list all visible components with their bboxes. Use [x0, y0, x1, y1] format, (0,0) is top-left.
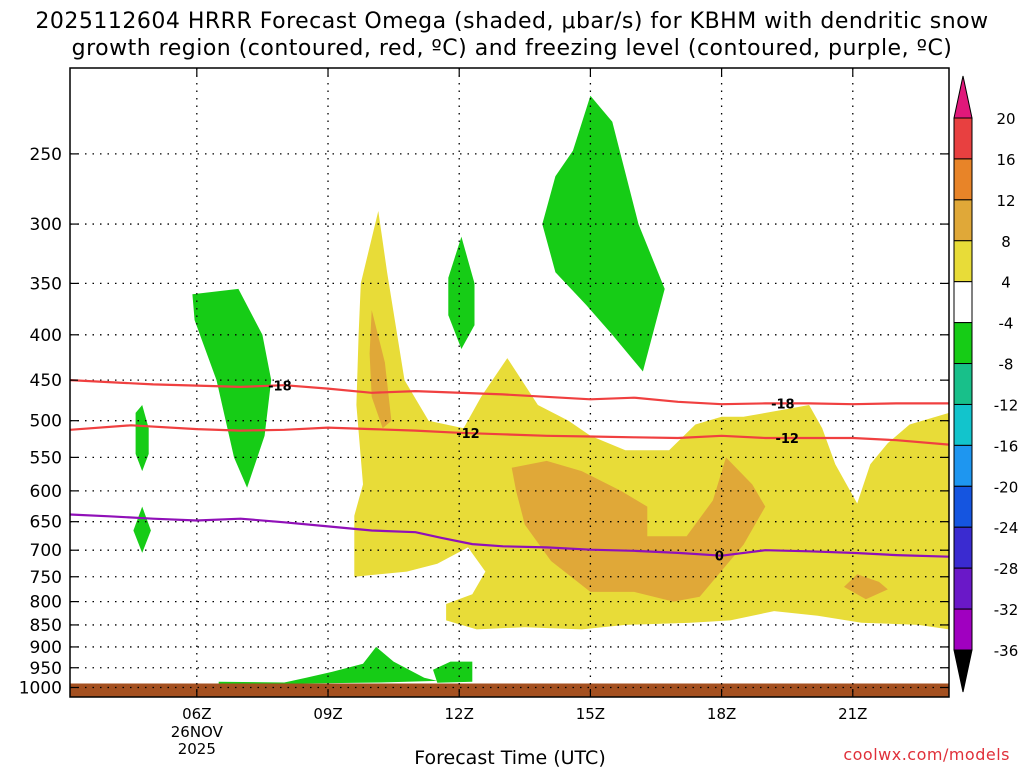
x-tick-sublabel: 26NOV	[171, 723, 224, 741]
terrain-fill	[70, 683, 949, 697]
colorbar-segment	[953, 281, 973, 324]
y-tick-label: 900	[30, 638, 62, 658]
contour-line	[70, 379, 949, 406]
y-tick-label: 450	[30, 371, 62, 391]
y-tick-label: 650	[30, 513, 62, 533]
x-tick-label: 21Z	[838, 705, 867, 723]
x-tick-label: 09Z	[313, 705, 342, 723]
colorbar-label: 12	[996, 192, 1015, 210]
colorbar-label: -24	[994, 519, 1019, 537]
contour-label: -12	[456, 427, 480, 442]
contour-label: -18	[771, 397, 795, 412]
y-tick-label: 400	[30, 326, 62, 346]
axes: 2503003504004505005506006507007508008509…	[19, 67, 950, 768]
colorbar-label: 20	[996, 110, 1015, 128]
colorbar-label: -16	[994, 437, 1019, 455]
omega-region	[542, 95, 665, 372]
colorbar-label: -20	[994, 478, 1019, 496]
y-tick-label: 800	[30, 593, 62, 613]
colorbar-label: -32	[994, 601, 1019, 619]
credit-link[interactable]: coolwx.com/models	[843, 745, 1010, 764]
y-tick-label: 350	[30, 274, 62, 294]
colorbar-segment	[953, 608, 973, 651]
contour-label: -12	[775, 432, 799, 447]
colorbar-label: -8	[999, 356, 1014, 374]
omega-region	[433, 661, 473, 683]
y-tick-label: 600	[30, 482, 62, 502]
colorbar-segment	[953, 485, 973, 528]
x-tick-sublabel: 2025	[178, 740, 216, 758]
omega-region	[135, 405, 149, 472]
colorbar-segment	[953, 403, 973, 446]
x-tick-label: 15Z	[576, 705, 605, 723]
chart-title-line1: 2025112604 HRRR Forecast Omega (shaded, …	[35, 9, 989, 34]
colorbar-label: -36	[994, 642, 1019, 660]
y-tick-label: 850	[30, 616, 62, 636]
chart-title-line2: growth region (contoured, red, ºC) and f…	[71, 36, 953, 61]
colorbar-label: -4	[999, 315, 1014, 333]
colorbar-label: -12	[994, 396, 1019, 414]
chart-title: 2025112604 HRRR Forecast Omega (shaded, …	[0, 8, 1024, 62]
omega-region	[218, 646, 438, 684]
x-tick-label: 06Z	[182, 705, 211, 723]
y-tick-label: 750	[30, 568, 62, 588]
y-tick-label: 550	[30, 448, 62, 468]
y-tick-label: 950	[30, 659, 62, 679]
colorbar-segment	[953, 363, 973, 405]
plot-clip-group: -18 -18 -12 -12 0	[70, 68, 949, 697]
colorbar-segment	[953, 117, 973, 160]
x-tick-label: 18Z	[707, 705, 736, 723]
omega-region	[354, 211, 949, 630]
colorbar-extend-top	[953, 75, 973, 119]
omega-region	[844, 574, 888, 600]
plot-area: -18 -18 -12 -12 0	[70, 68, 949, 697]
omega-region	[448, 236, 475, 349]
omega-region	[133, 506, 151, 553]
y-tick-label: 300	[30, 215, 62, 235]
colorbar-segment	[953, 444, 973, 487]
y-tick-label: 250	[30, 145, 62, 165]
colorbar-segment	[953, 526, 973, 569]
colorbar-label: -28	[994, 560, 1019, 578]
colorbar-segment	[953, 322, 973, 365]
contour-label: 0	[715, 550, 724, 565]
colorbar-segment	[953, 567, 973, 610]
colorbar-extend-bottom	[953, 649, 973, 693]
contour-line	[70, 424, 949, 446]
colorbar-segment	[953, 199, 973, 242]
contour-line	[70, 513, 949, 558]
colorbar-segment	[953, 158, 973, 201]
colorbar-segment	[953, 240, 973, 283]
omega-region	[192, 288, 272, 488]
omega-region	[369, 310, 392, 429]
y-tick-label: 700	[30, 541, 62, 561]
plot-frame	[69, 67, 950, 698]
colorbar-label: 4	[1001, 274, 1011, 292]
colorbar: 20 16 12 8 4 -4 -8 -12 -16 -20 -24 -28 -32 -36	[953, 75, 1019, 693]
x-tick-label: 12Z	[445, 705, 474, 723]
x-axis-label: Forecast Time (UTC)	[414, 747, 605, 768]
y-tick-label: 500	[30, 412, 62, 432]
y-tick-label: 1000	[19, 678, 62, 698]
colorbar-label: 16	[996, 151, 1015, 169]
colorbar-label: 8	[1001, 233, 1011, 251]
contour-label: -18	[268, 379, 292, 394]
omega-region	[511, 457, 766, 602]
